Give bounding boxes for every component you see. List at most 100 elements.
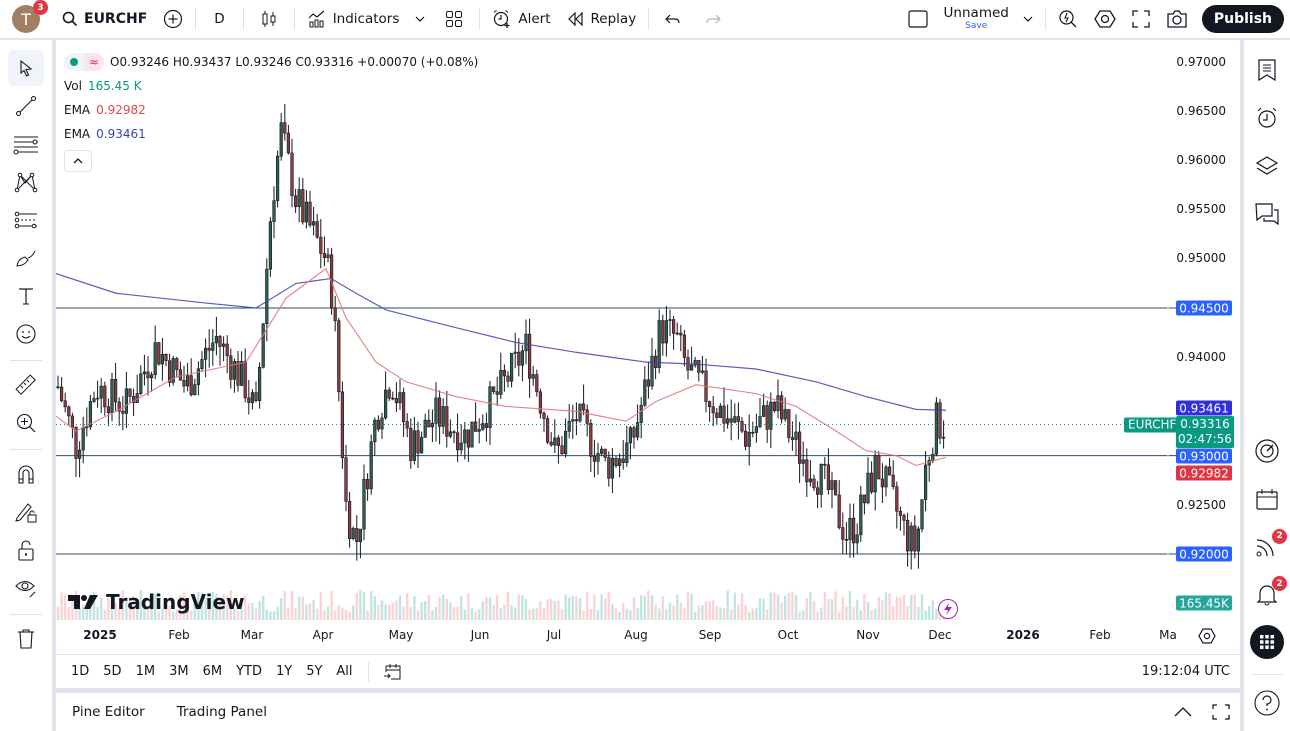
range-button-1m[interactable]: 1M xyxy=(135,664,156,679)
templates-button[interactable] xyxy=(433,0,475,38)
redo-button[interactable] xyxy=(693,0,733,38)
chart-legend: ≈ O0.93246 H0.93437 L0.93246 C0.93316 +0… xyxy=(64,50,478,172)
axis-settings-button[interactable] xyxy=(1198,628,1216,648)
event-lightning-icon[interactable] xyxy=(938,599,958,619)
time-tick: Dec xyxy=(928,628,952,642)
chart-type-button[interactable] xyxy=(248,0,290,38)
time-axis[interactable]: 2025 Feb Mar Apr May Jun Jul Aug Sep Oct Nov Dec 202… xyxy=(56,626,1240,646)
range-button-1y[interactable]: 1Y xyxy=(275,664,293,679)
magnet-tool[interactable] xyxy=(8,456,44,492)
chart-pane[interactable]: ≈ O0.93246 H0.93437 L0.93246 C0.93316 +0… xyxy=(56,40,1240,688)
indicators-dropdown[interactable] xyxy=(407,0,433,38)
price-chart-canvas[interactable] xyxy=(56,40,1240,626)
emoji-tool[interactable] xyxy=(8,316,44,352)
candlestick-icon xyxy=(262,11,276,27)
compare-symbol-button[interactable] xyxy=(155,0,191,38)
camera-icon xyxy=(1167,10,1187,28)
trend-line-tool[interactable] xyxy=(8,88,44,124)
tab-trading-panel[interactable]: Trading Panel xyxy=(176,704,267,720)
watchlist-button[interactable] xyxy=(1249,50,1285,90)
time-tick: 2026 xyxy=(1006,628,1040,642)
range-button-all[interactable]: All xyxy=(336,664,353,679)
publish-button[interactable]: Publish xyxy=(1201,5,1284,33)
interval-button[interactable]: D xyxy=(214,11,225,27)
range-button-5y[interactable]: 5Y xyxy=(306,664,323,679)
range-button-ytd[interactable]: YTD xyxy=(236,664,262,679)
divider xyxy=(195,8,197,30)
hide-drawings-tool[interactable] xyxy=(8,570,44,606)
save-link[interactable]: Save xyxy=(965,21,988,32)
news-button[interactable]: 2 xyxy=(1249,527,1287,567)
time-tick: Sep xyxy=(698,628,722,642)
lightning-search-icon xyxy=(1059,10,1077,28)
price-tick: 0.96500 xyxy=(1176,104,1226,118)
help-button[interactable] xyxy=(1249,683,1285,723)
symbol-search-button[interactable]: EURCHF xyxy=(54,0,155,38)
pattern-tool[interactable] xyxy=(8,164,44,200)
settings-button[interactable] xyxy=(1086,0,1124,38)
layout-name-button[interactable]: Unnamed Save xyxy=(936,0,1041,38)
chevron-up-icon xyxy=(73,158,83,164)
price-tick: 0.94000 xyxy=(1176,350,1226,364)
zoom-in-tool[interactable] xyxy=(8,405,44,441)
lock-drawings-tool[interactable] xyxy=(8,494,44,530)
cursor-tool[interactable] xyxy=(8,50,44,86)
text-tool[interactable] xyxy=(8,278,44,314)
range-button-1d[interactable]: 1D xyxy=(71,664,90,679)
screenshot-button[interactable] xyxy=(1158,0,1196,38)
maximize-icon xyxy=(1212,704,1230,720)
maximize-panel-button[interactable] xyxy=(1202,704,1240,720)
ema-slow-legend[interactable]: EMA 0.93461 xyxy=(64,127,146,141)
tradingview-watermark[interactable]: TradingView xyxy=(68,590,245,614)
grid-layout-icon xyxy=(446,11,463,27)
last-price-label: 0.93316 02:47:56 xyxy=(1176,416,1234,448)
right-sidebar: 2 2 xyxy=(1244,40,1290,731)
price-tick: 0.96000 xyxy=(1176,153,1226,167)
lock-all-tool[interactable] xyxy=(8,532,44,568)
remove-drawings-tool[interactable] xyxy=(8,621,44,657)
fullscreen-button[interactable] xyxy=(1124,0,1158,38)
chevron-down-icon xyxy=(415,16,425,22)
replay-button[interactable]: Replay xyxy=(559,0,645,38)
volume-legend[interactable]: Vol 165.45 K xyxy=(64,79,142,93)
horizontal-lines-tool[interactable] xyxy=(8,126,44,162)
goto-date-button[interactable] xyxy=(377,662,409,682)
indicators-button[interactable]: Indicators xyxy=(299,0,408,38)
tab-pine-editor[interactable]: Pine Editor xyxy=(72,704,145,720)
range-button-6m[interactable]: 6M xyxy=(202,664,223,679)
object-tree-button[interactable] xyxy=(1249,146,1285,186)
watchlist-icon xyxy=(1258,59,1276,82)
range-button-3m[interactable]: 3M xyxy=(169,664,189,679)
alerts-panel-button[interactable] xyxy=(1249,98,1285,138)
brush-icon xyxy=(16,250,36,267)
time-tick: Ma xyxy=(1159,628,1177,642)
alarm-clock-plus-icon xyxy=(494,10,510,28)
quick-search-button[interactable] xyxy=(1050,0,1086,38)
forecasting-tool[interactable] xyxy=(8,202,44,238)
brush-tool[interactable] xyxy=(8,240,44,276)
divider xyxy=(479,8,481,30)
ema-fast-legend[interactable]: EMA 0.92982 xyxy=(64,103,146,117)
cursor-arrow-icon xyxy=(20,59,33,77)
time-tick: 2025 xyxy=(83,628,117,642)
utc-clock[interactable]: 19:12:04 UTC xyxy=(1141,664,1230,679)
xabcd-pattern-icon xyxy=(14,172,38,193)
price-tick: 0.95500 xyxy=(1176,202,1226,216)
broadcast-icon xyxy=(1256,539,1274,557)
notifications-button[interactable]: 2 xyxy=(1249,574,1287,614)
symbol-status-pill[interactable]: ≈ xyxy=(64,53,104,71)
hline-label-0.945: 0.94500 xyxy=(1176,300,1232,316)
expand-panel-button[interactable] xyxy=(1164,707,1202,717)
technicals-button[interactable] xyxy=(1249,431,1285,471)
products-menu-button[interactable] xyxy=(1249,622,1285,662)
user-avatar[interactable]: T 3 xyxy=(12,0,48,33)
collapse-legend-button[interactable] xyxy=(64,150,92,172)
divider xyxy=(242,8,244,30)
alert-button[interactable]: Alert xyxy=(484,0,558,38)
measure-tool[interactable] xyxy=(8,367,44,403)
chat-button[interactable] xyxy=(1249,194,1285,234)
layout-selector[interactable] xyxy=(900,0,936,38)
undo-button[interactable] xyxy=(653,0,693,38)
calendar-button[interactable] xyxy=(1249,479,1285,519)
range-button-5d[interactable]: 5D xyxy=(103,664,122,679)
